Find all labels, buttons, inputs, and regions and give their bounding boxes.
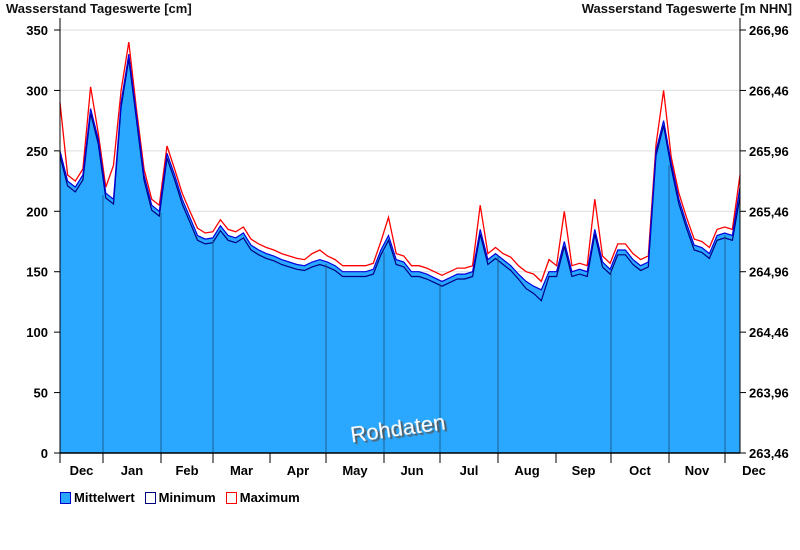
- y-tick-label: 0: [41, 446, 48, 461]
- series-minimum-line: [59, 58, 741, 302]
- chart-title-left: Wasserstand Tageswerte [cm]: [6, 1, 192, 16]
- series-mittelwert-area: [60, 54, 740, 453]
- x-tick-label: Oct: [629, 463, 651, 478]
- legend-label: Maximum: [239, 490, 300, 505]
- x-tick-label: May: [342, 463, 368, 478]
- y-tick-label: 50: [34, 386, 48, 401]
- x-tick-label: Sep: [572, 463, 596, 478]
- y-tick-label: 300: [26, 83, 48, 98]
- x-tick-label: Jul: [460, 463, 479, 478]
- y-tick-label-right: 266,46: [749, 83, 789, 98]
- y-tick-label: 150: [26, 265, 48, 280]
- x-tick-label: Aug: [514, 463, 539, 478]
- x-tick-label: Jun: [400, 463, 423, 478]
- y-tick-label: 250: [26, 144, 48, 159]
- legend-label: Mittelwert: [74, 490, 135, 505]
- legend-swatch: [60, 491, 71, 504]
- chart-title-right: Wasserstand Tageswerte [m NHN]: [581, 1, 792, 16]
- series-maximum-line: [59, 41, 741, 283]
- legend-swatch: [225, 491, 237, 504]
- y-tick-label-right: 265,46: [749, 204, 789, 219]
- y-tick-label-right: 266,96: [749, 23, 789, 38]
- x-tick-label: Dec: [742, 463, 766, 478]
- y-tick-label-right: 263,96: [749, 386, 789, 401]
- y-tick-label: 100: [26, 325, 48, 340]
- x-tick-label: Apr: [287, 463, 309, 478]
- legend-item-minimum[interactable]: Minimum: [144, 490, 216, 505]
- series-mittelwert-line: [59, 54, 741, 291]
- y-tick-label-right: 264,96: [749, 265, 789, 280]
- x-tick-label: Dec: [70, 463, 94, 478]
- y-tick-label-right: 263,46: [749, 446, 789, 461]
- x-tick-label: Jan: [121, 463, 143, 478]
- y-tick-label: 350: [26, 23, 48, 38]
- legend-label: Minimum: [158, 490, 216, 505]
- legend: Mittelwert Minimum Maximum: [60, 490, 300, 505]
- y-tick-label-right: 264,46: [749, 325, 789, 340]
- x-tick-label: Feb: [175, 463, 198, 478]
- x-tick-label: Nov: [685, 463, 710, 478]
- legend-item-maximum[interactable]: Maximum: [225, 490, 300, 505]
- legend-item-mittelwert[interactable]: Mittelwert: [60, 490, 135, 505]
- y-tick-label-right: 265,96: [749, 144, 789, 159]
- x-tick-label: Mar: [230, 463, 253, 478]
- legend-swatch: [144, 491, 156, 504]
- y-tick-label: 200: [26, 204, 48, 219]
